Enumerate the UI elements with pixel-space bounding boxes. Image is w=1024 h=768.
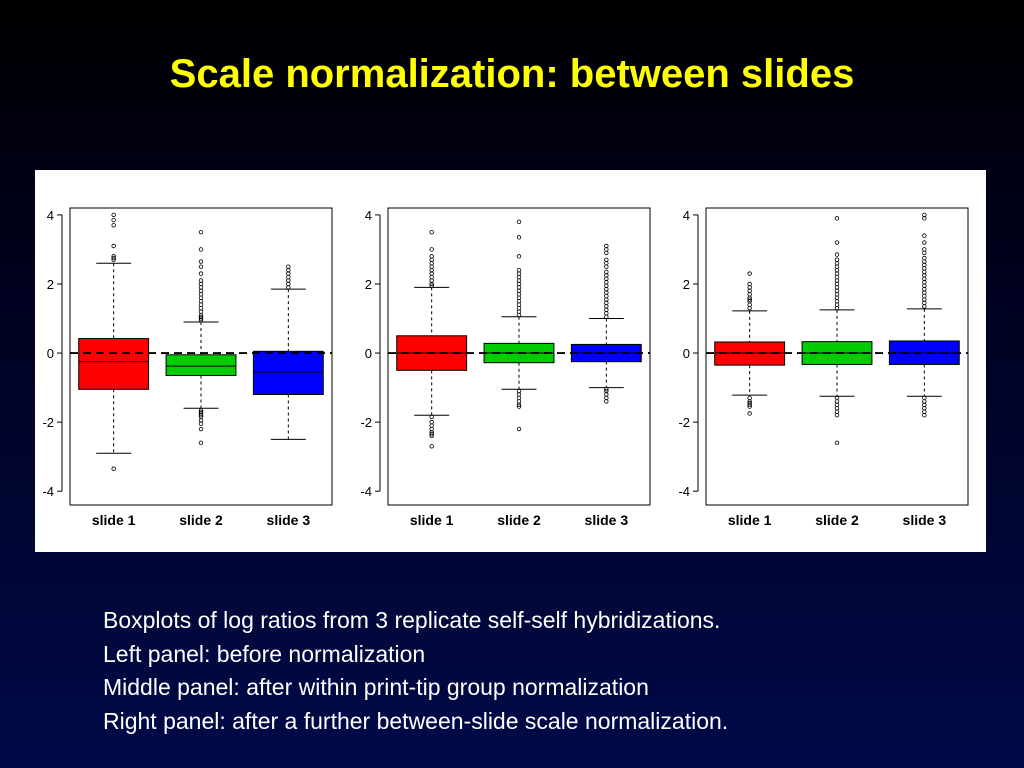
y-tick-label: 4 [365, 208, 372, 223]
outlier-point [111, 217, 116, 223]
outlier-point [747, 404, 752, 409]
outlier-point [198, 264, 204, 269]
outlier-point [747, 297, 752, 302]
y-tick-label: 2 [683, 277, 690, 292]
outlier-point [516, 267, 522, 273]
boxplot-figure: -4 -2 0 2 4 slide 1 slide 2 slide 3 -4 -2 0 2 4 slide… [35, 170, 986, 552]
y-tick-label: -2 [678, 415, 690, 430]
y-tick-label: -4 [42, 484, 54, 499]
outlier-point [604, 269, 609, 275]
panel-right: -4 -2 0 2 4 slide 1 slide 2 slide 3 [678, 207, 969, 528]
outlier-point [429, 414, 434, 420]
y-tick-label: 4 [47, 208, 54, 223]
outlier-point [922, 413, 927, 418]
plot-frame [387, 207, 651, 506]
y-tick-label: -2 [42, 415, 54, 430]
outlier-point [747, 271, 752, 276]
outlier-point [604, 243, 609, 249]
y-tick-label: 0 [365, 346, 372, 361]
x-category-label: slide 2 [815, 512, 859, 528]
outlier-point [111, 212, 116, 218]
outlier-point [111, 466, 116, 471]
outlier-point [516, 235, 522, 240]
y-tick-label: 2 [47, 277, 54, 292]
x-category-label: slide 3 [585, 512, 629, 528]
outlier-point [198, 426, 204, 432]
outlier-point [198, 271, 204, 276]
x-category-label: slide 1 [728, 512, 772, 528]
y-tick-label: 0 [47, 346, 54, 361]
plot-frame [705, 207, 969, 506]
outlier-point [429, 283, 434, 288]
slide-title: Scale normalization: between slides [169, 52, 855, 96]
outlier-point [429, 432, 434, 437]
outlier-point [747, 402, 752, 408]
outlier-point [198, 440, 204, 446]
outlier-point [834, 257, 840, 263]
outlier-point [111, 255, 116, 261]
y-tick-label: 0 [683, 346, 690, 361]
outlier-point [198, 247, 204, 252]
outlier-point [286, 264, 291, 269]
outlier-point [516, 219, 522, 225]
outlier-point [516, 402, 522, 408]
box-2 [165, 354, 237, 376]
panel-left: -4 -2 0 2 4 slide 1 slide 2 slide 3 [42, 207, 333, 528]
outlier-point [747, 281, 752, 287]
outlier-point [516, 254, 522, 259]
boxplot-panels: -4 -2 0 2 4 slide 1 slide 2 slide 3 -4 -2 0 2 4 slide… [42, 207, 969, 528]
outlier-point [198, 314, 204, 319]
outlier-point [922, 233, 927, 238]
outlier-point [604, 257, 609, 263]
box-1 [78, 338, 150, 390]
outlier-point [834, 440, 840, 446]
x-category-label: slide 2 [179, 512, 223, 528]
outlier-point [198, 278, 204, 283]
outlier-point [429, 254, 434, 259]
outlier-point [198, 229, 204, 235]
outlier-point [922, 255, 927, 261]
outlier-point [111, 223, 116, 228]
outlier-point [834, 413, 840, 418]
panel-middle: -4 -2 0 2 4 slide 1 slide 2 slide 3 [360, 207, 651, 528]
outlier-point [604, 399, 609, 404]
outlier-point [516, 404, 522, 409]
outlier-point [429, 247, 434, 252]
caption-line-4: Right panel: after a further between-sli… [103, 707, 729, 734]
x-category-label: slide 3 [267, 512, 311, 528]
outlier-point [516, 426, 522, 432]
x-category-label: slide 1 [92, 512, 136, 528]
caption-line-1: Boxplots of log ratios from 3 replicate … [103, 607, 721, 633]
outlier-point [429, 444, 434, 449]
x-category-label: slide 3 [903, 512, 947, 528]
outlier-point [922, 212, 927, 218]
outlier-point [429, 229, 434, 235]
y-tick-label: -4 [360, 484, 372, 499]
outlier-point [111, 254, 116, 259]
y-tick-label: -4 [678, 484, 690, 499]
caption-line-3: Middle panel: after within print-tip gro… [103, 674, 649, 700]
y-tick-label: 4 [683, 208, 690, 223]
outlier-point [922, 247, 927, 252]
y-tick-label: 2 [365, 277, 372, 292]
outlier-point [429, 433, 434, 439]
caption-line-2: Left panel: before normalization [103, 640, 426, 667]
box-3 [252, 350, 324, 395]
outlier-point [111, 243, 116, 249]
outlier-point [834, 216, 840, 221]
outlier-point [198, 259, 204, 264]
x-category-label: slide 2 [497, 512, 541, 528]
outlier-point [834, 252, 840, 257]
x-category-label: slide 1 [410, 512, 454, 528]
outlier-point [922, 240, 927, 245]
outlier-point [747, 411, 752, 416]
y-tick-label: -2 [360, 415, 372, 430]
outlier-point [834, 240, 840, 245]
outlier-point [604, 387, 609, 392]
plot-frame [69, 207, 333, 506]
caption: Boxplots of log ratios from 3 replicate … [103, 604, 728, 738]
outlier-point [198, 413, 204, 418]
outlier-point [198, 421, 204, 427]
